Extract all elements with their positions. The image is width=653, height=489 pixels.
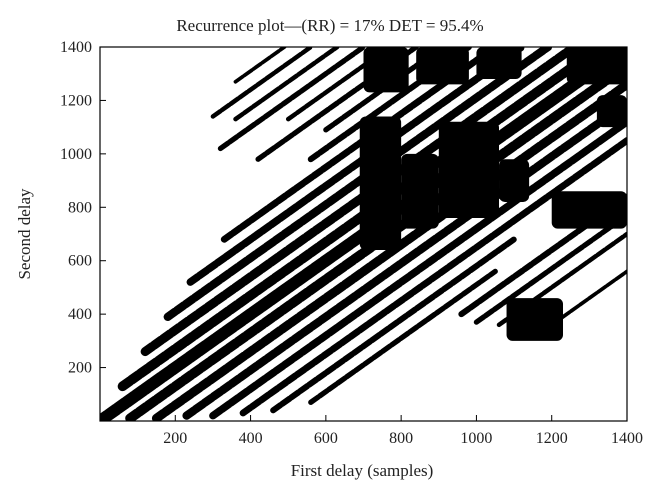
diagonal-band-6 <box>182 98 627 420</box>
dense-region-2 <box>438 121 500 218</box>
dense-region-10 <box>596 95 627 128</box>
dense-region-9 <box>506 298 564 341</box>
diagonal-band-8 <box>209 118 627 420</box>
y-axis: 200 400 600 800 1000 1200 1400 <box>60 39 106 377</box>
dense-region-8 <box>551 191 627 229</box>
x-tick-label: 1000 <box>460 430 492 447</box>
diagonal-band-14 <box>308 268 498 405</box>
plot-frame <box>99 46 628 422</box>
y-axis-label: Second delay <box>15 188 34 280</box>
diagonal-band-21 <box>233 47 340 122</box>
y-tick-label: 600 <box>68 253 92 270</box>
x-tick-label: 200 <box>163 430 187 447</box>
x-axis: 200 400 600 800 1000 1200 1400 <box>163 415 643 447</box>
dense-region-4 <box>363 47 409 93</box>
y-tick-label: 1000 <box>60 146 92 163</box>
y-tick-label: 200 <box>68 360 92 377</box>
dense-region-1 <box>401 153 439 229</box>
x-tick-label: 1400 <box>611 430 643 447</box>
chart-title: Recurrence plot—(RR) = 17% DET = 95.4% <box>176 16 483 35</box>
diagonal-band-18 <box>473 212 627 325</box>
dense-region-3 <box>499 159 530 202</box>
diagonal-band-5 <box>163 47 553 321</box>
diagonal-band-10 <box>239 137 627 417</box>
diagonal-band-24 <box>233 47 287 84</box>
dense-region-5 <box>416 47 469 85</box>
x-tick-label: 600 <box>314 430 338 447</box>
diagonal-band-19 <box>217 47 367 152</box>
y-tick-label: 800 <box>68 199 92 216</box>
dense-region-6 <box>476 47 522 80</box>
dense-region-7 <box>566 47 627 85</box>
x-tick-label: 800 <box>389 430 413 447</box>
diagonal-band-7 <box>186 47 526 286</box>
y-tick-label: 1200 <box>60 92 92 109</box>
y-tick-label: 1400 <box>60 39 92 56</box>
diagonal-band-22 <box>210 47 314 119</box>
diagonal-band-12 <box>270 236 518 414</box>
diagonal-band-4 <box>151 79 627 421</box>
y-tick-label: 400 <box>68 306 92 323</box>
plot-marks <box>100 47 627 421</box>
x-axis-label: First delay (samples) <box>291 461 434 480</box>
x-tick-label: 1200 <box>536 430 568 447</box>
x-tick-label: 400 <box>239 430 263 447</box>
dense-region-0 <box>359 116 402 251</box>
